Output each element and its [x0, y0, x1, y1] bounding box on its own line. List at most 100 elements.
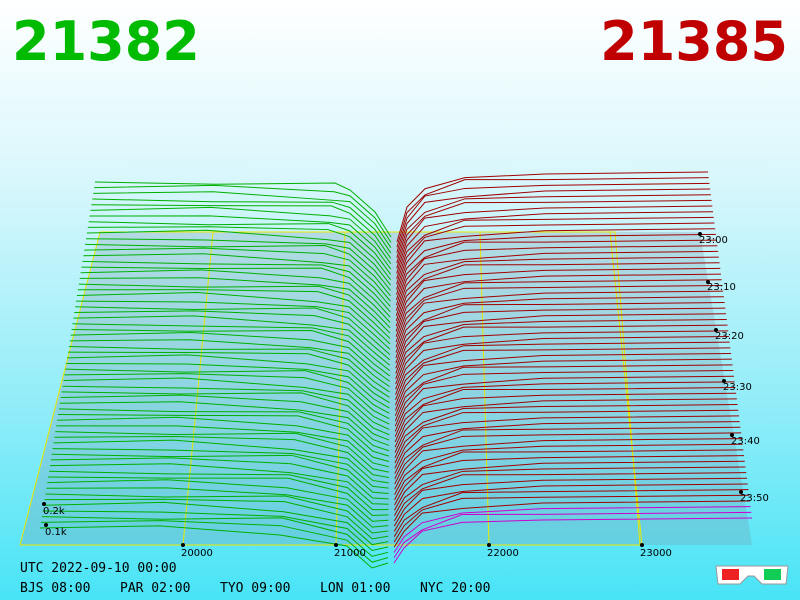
depth-line — [395, 313, 727, 374]
depth-line — [396, 194, 711, 264]
depth-line — [395, 284, 723, 348]
depth-line — [51, 453, 389, 495]
depth-line — [45, 493, 389, 534]
depth-line — [395, 273, 721, 337]
volume-axis: 0.2k 0.1k — [42, 502, 67, 538]
depth-line — [393, 511, 752, 559]
depth-line — [49, 470, 389, 511]
tick-dot — [44, 523, 48, 527]
depth-line — [59, 401, 390, 446]
depth-line — [39, 525, 389, 569]
depth-line — [67, 354, 390, 404]
depth-line — [394, 415, 740, 469]
depth-line — [73, 315, 391, 366]
depth-line — [396, 205, 713, 274]
depth-line — [393, 517, 753, 564]
depth-line — [66, 363, 390, 409]
depth-line — [71, 328, 391, 377]
depth-line — [393, 506, 751, 553]
depth-line — [395, 262, 720, 327]
depth-line — [93, 191, 392, 248]
price-axis: 20000 21000 22000 23000 — [181, 543, 672, 559]
price-label: 23000 — [640, 548, 672, 559]
depth-line — [394, 460, 745, 511]
depth-line — [395, 279, 722, 343]
depth-line — [94, 184, 392, 243]
depth-line — [394, 398, 737, 453]
depth-line — [76, 291, 391, 345]
depth-line — [40, 520, 389, 563]
depth-line — [396, 216, 714, 285]
depth-line — [394, 358, 732, 416]
depth-line — [395, 245, 718, 311]
grid-line — [335, 231, 346, 546]
time-label: 23:30 — [723, 382, 752, 393]
depth-line — [92, 198, 392, 254]
depth-line — [393, 483, 748, 532]
depth-line — [394, 409, 739, 464]
price-label: 22000 — [487, 548, 519, 559]
depth-line — [395, 324, 728, 385]
tick-dot — [42, 502, 46, 506]
depth-line — [75, 306, 391, 355]
depth-line — [87, 226, 392, 281]
depth-line — [77, 289, 391, 339]
tick-dot — [334, 543, 338, 547]
tick-dot — [739, 490, 743, 494]
depth-line — [88, 221, 392, 275]
3d-glasses-button[interactable] — [715, 565, 789, 585]
depth-line — [65, 368, 390, 414]
depth-line — [394, 364, 733, 422]
depth-line — [83, 253, 391, 307]
depth-line — [396, 177, 709, 248]
depth-line — [395, 335, 729, 395]
tick-dot — [698, 232, 702, 236]
ask-price: 21385 — [600, 10, 788, 73]
tick-dot — [722, 379, 726, 383]
depth-line — [394, 370, 734, 427]
depth-line — [394, 404, 738, 458]
depth-line — [393, 472, 747, 522]
depth-line — [63, 377, 390, 425]
depth-line — [68, 345, 390, 393]
depth-line — [394, 426, 741, 480]
depth-line — [61, 391, 390, 436]
depth-line — [395, 307, 726, 369]
depth-line — [80, 269, 391, 323]
depth-line — [394, 421, 740, 474]
tick-dot — [730, 433, 734, 437]
depth-line — [86, 229, 391, 286]
tick-dot — [487, 543, 491, 547]
zone-time: NYC 20:00 — [420, 581, 490, 596]
depth-line — [395, 256, 719, 322]
depth-line — [76, 300, 391, 350]
depth-line — [394, 353, 732, 411]
price-label: 21000 — [334, 548, 366, 559]
lens-red — [722, 569, 739, 580]
depth-line — [85, 238, 391, 291]
depth-line — [395, 233, 716, 301]
depth-line — [52, 448, 389, 489]
depth-line — [74, 310, 391, 361]
depth-line — [62, 385, 390, 430]
depth-line — [54, 435, 389, 478]
depth-line — [395, 341, 730, 401]
depth-line — [394, 381, 735, 437]
depth-line — [48, 476, 389, 516]
depth-line — [395, 250, 719, 316]
depth-line — [394, 449, 744, 501]
depth-line — [58, 408, 390, 452]
depth-line — [53, 439, 389, 484]
depth-line — [394, 455, 745, 506]
grid-line — [479, 231, 490, 546]
depth-line — [395, 290, 724, 353]
depth-line — [396, 211, 714, 279]
lens-green — [764, 569, 781, 580]
time-label: 23:50 — [740, 493, 769, 504]
tick-dot — [714, 328, 718, 332]
depth-line — [72, 323, 391, 371]
time-label: 23:40 — [731, 436, 760, 447]
depth-line — [44, 498, 389, 540]
depth-lines — [39, 171, 753, 569]
